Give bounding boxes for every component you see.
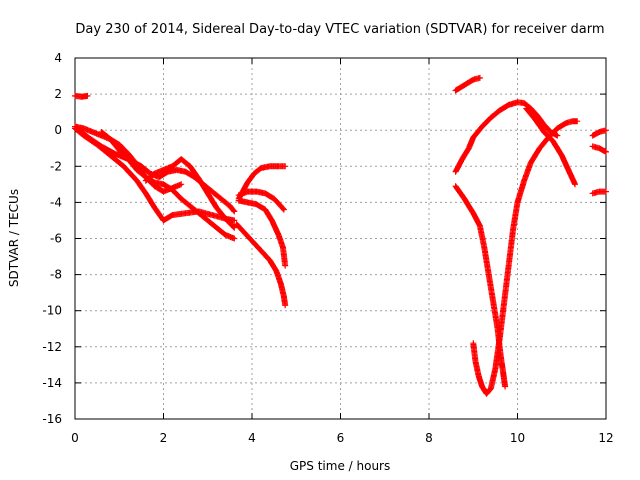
series-track-1 (72, 92, 91, 100)
grid (75, 58, 606, 419)
x-tick-label: 6 (337, 431, 345, 445)
series-track-17 (589, 143, 609, 155)
x-tick-label: 8 (425, 431, 433, 445)
y-tick-label: -16 (42, 412, 62, 426)
series-markers (98, 129, 238, 242)
y-tick-label: 0 (54, 123, 62, 137)
series-track-13 (452, 183, 509, 390)
series-markers (589, 188, 609, 197)
y-tick-label: 4 (54, 51, 62, 65)
series-markers (589, 143, 609, 155)
y-tick-label: -10 (42, 304, 62, 318)
series-layer (72, 74, 609, 397)
x-tick-label: 0 (71, 431, 79, 445)
series-markers (452, 74, 483, 94)
x-tick-label: 4 (248, 431, 256, 445)
axis-ticks: 0 2 4 6 8 10 12 -16 -14 -12 -10 -8 -6 -4 -2 0 2 4 (42, 51, 613, 445)
y-tick-label: 2 (54, 87, 62, 101)
series-track-11 (452, 74, 483, 94)
y-tick-label: -6 (50, 232, 62, 246)
series-markers (452, 99, 561, 175)
series-markers (142, 156, 238, 231)
y-tick-label: -14 (42, 376, 62, 390)
series-track-6 (98, 129, 238, 242)
series-track-16 (589, 127, 609, 139)
series-track-14 (470, 118, 581, 397)
y-tick-label: -8 (50, 268, 62, 282)
x-axis-label: GPS time / hours (290, 459, 391, 473)
y-tick-label: -4 (50, 195, 62, 209)
series-track-7 (233, 221, 289, 309)
x-tick-label: 12 (598, 431, 613, 445)
chart-title: Day 230 of 2014, Sidereal Day-to-day VTE… (75, 22, 604, 37)
series-markers (72, 92, 91, 100)
series-markers (233, 221, 289, 309)
series-track-18 (589, 188, 609, 197)
series-markers (470, 118, 581, 397)
series-markers (589, 127, 609, 139)
x-tick-label: 10 (510, 431, 525, 445)
y-axis-label: SDTVAR / TECUs (7, 189, 21, 287)
series-markers (452, 183, 509, 390)
series-markers (235, 197, 289, 269)
series-track-10 (235, 197, 289, 269)
y-tick-label: -12 (42, 340, 62, 354)
series-track-15 (523, 105, 578, 188)
y-tick-label: -2 (50, 159, 62, 173)
series-track-12 (452, 99, 561, 175)
series-markers (523, 105, 578, 188)
x-tick-label: 2 (160, 431, 168, 445)
series-track-5 (142, 156, 238, 231)
